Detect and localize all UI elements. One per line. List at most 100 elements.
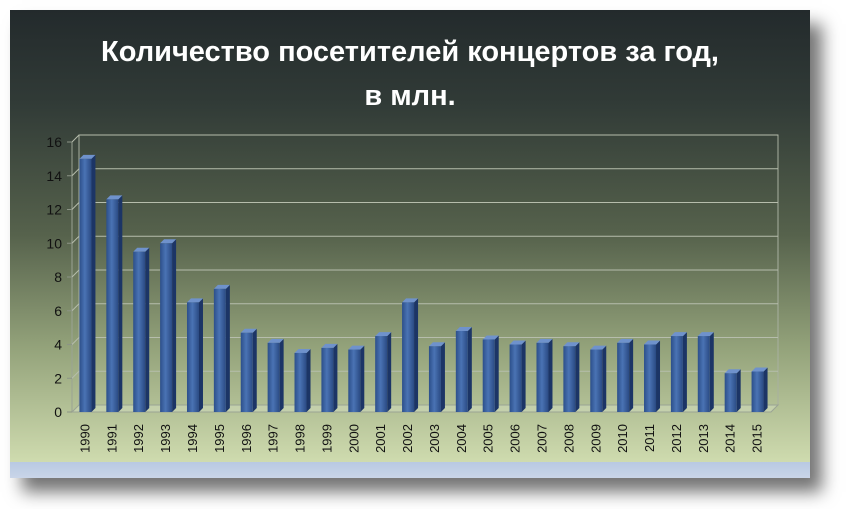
x-tick-label: 2006 xyxy=(508,424,523,453)
bar-top xyxy=(133,247,150,252)
bar-top xyxy=(321,343,338,348)
bar-2010 xyxy=(617,338,634,412)
x-tick-label: 2013 xyxy=(696,424,711,453)
bar-top xyxy=(160,239,177,244)
bar-top xyxy=(428,342,445,347)
bar-side xyxy=(521,340,526,412)
bar-front xyxy=(79,158,92,412)
x-tick-label: 2000 xyxy=(346,424,361,453)
bar-front xyxy=(697,336,710,412)
bar-side xyxy=(763,367,768,412)
bar-side xyxy=(172,239,177,412)
chart-title-line-1: Количество посетителей концертов за год, xyxy=(101,36,719,68)
x-tick-label: 2014 xyxy=(723,424,738,453)
x-tick-label: 2011 xyxy=(642,424,657,452)
bar-front xyxy=(186,302,199,412)
gridline xyxy=(71,235,778,244)
y-tick-label: 12 xyxy=(46,202,62,218)
bar-top xyxy=(267,338,284,343)
x-tick-label: 2002 xyxy=(400,424,415,453)
bar-side xyxy=(306,348,311,412)
bar-side xyxy=(602,345,607,412)
bar-front xyxy=(563,346,576,412)
bar-front xyxy=(670,336,683,412)
x-tick-label: 2005 xyxy=(481,424,496,453)
bar-front xyxy=(644,344,657,412)
bar-side xyxy=(252,328,257,412)
bar-front xyxy=(724,373,737,412)
gridline xyxy=(71,168,778,177)
bar-2003 xyxy=(428,342,445,412)
bar-top xyxy=(402,298,419,303)
bar-2007 xyxy=(536,338,553,412)
bar-top xyxy=(563,342,580,347)
x-tick-label: 1991 xyxy=(104,424,119,453)
bar-top xyxy=(670,332,687,337)
bar-front xyxy=(509,344,522,412)
bar-top xyxy=(697,332,714,337)
x-tick-label: 2007 xyxy=(534,424,549,453)
bar-front xyxy=(160,243,173,412)
y-tick-label: 2 xyxy=(54,370,62,386)
bar-2013 xyxy=(697,332,714,412)
x-tick-label: 2008 xyxy=(561,424,576,453)
bar-front xyxy=(590,349,603,412)
bar-top xyxy=(79,154,96,159)
bar-1992 xyxy=(133,247,150,412)
panel-footer-strip xyxy=(10,462,810,478)
bar-side xyxy=(467,327,472,412)
bar-top xyxy=(509,340,526,345)
bar-2006 xyxy=(509,340,526,412)
bar-side xyxy=(575,342,580,412)
bar-top xyxy=(590,345,607,350)
bar-top xyxy=(536,338,553,343)
bar-side xyxy=(198,298,203,412)
gridline xyxy=(71,134,778,143)
x-tick-label: 1995 xyxy=(212,424,227,453)
x-tick-label: 1997 xyxy=(266,424,281,453)
bar-top xyxy=(724,369,741,374)
bar-side xyxy=(145,247,150,412)
bar-top xyxy=(455,327,472,331)
x-tick-label: 1998 xyxy=(293,424,308,453)
y-tick-label: 14 xyxy=(46,168,62,184)
bar-front xyxy=(428,346,441,412)
bar-1996 xyxy=(240,328,257,412)
y-axis-ticks: 0 2 4 6 8 10 12 14 16 xyxy=(46,134,62,420)
bar-top xyxy=(213,284,230,289)
bar-top xyxy=(375,332,392,337)
bar-front xyxy=(375,336,388,412)
bar-top xyxy=(617,338,634,343)
bar-2001 xyxy=(375,332,392,412)
chart-title: Количество посетителей концертов за год,… xyxy=(10,30,810,118)
x-tick-label: 2009 xyxy=(588,424,603,453)
x-axis-ticks: 1990 1991 1992 1993 1994 1995 1996 1997 1998 1999… xyxy=(77,424,764,453)
y-tick-label: 6 xyxy=(54,303,62,319)
x-tick-label: 1999 xyxy=(319,424,334,453)
x-tick-label: 2012 xyxy=(669,424,684,453)
bar-2000 xyxy=(348,345,365,412)
bar-front xyxy=(106,199,119,412)
bar-side xyxy=(333,343,338,412)
bar-side xyxy=(387,332,392,412)
bar-side xyxy=(414,298,419,412)
bar-1997 xyxy=(267,338,284,412)
chart-title-line-2: в млн. xyxy=(364,80,456,112)
bar-side xyxy=(548,338,553,412)
bar-top xyxy=(751,367,768,372)
bar-front xyxy=(617,342,630,412)
bar-front xyxy=(267,342,280,412)
bar-side xyxy=(440,342,445,412)
y-tick-label: 4 xyxy=(54,337,62,353)
bar-2008 xyxy=(563,342,580,412)
gridline xyxy=(71,337,778,345)
bar-1995 xyxy=(213,284,230,412)
bar-top xyxy=(482,335,499,340)
bar-2011 xyxy=(644,340,661,412)
bar-side xyxy=(360,345,365,412)
bar-1991 xyxy=(106,195,123,412)
gridline xyxy=(71,303,778,312)
bar-side xyxy=(91,154,96,412)
bar-1994 xyxy=(186,298,203,412)
bar-front xyxy=(294,352,307,412)
